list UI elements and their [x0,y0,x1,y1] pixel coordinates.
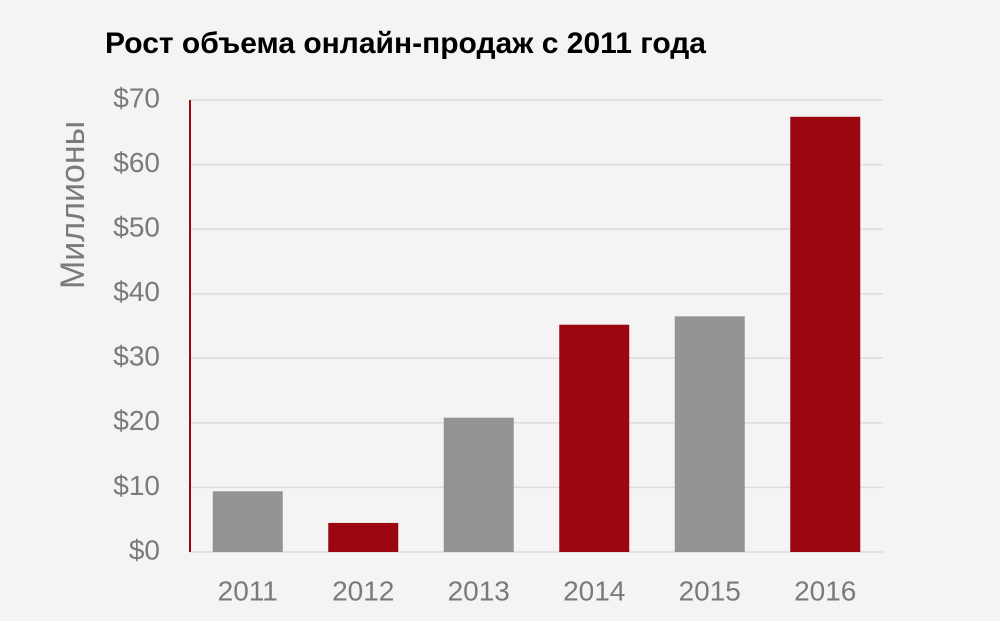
chart-title: Рост объема онлайн-продаж с 2011 года [105,27,706,60]
y-tick-label: $60 [113,147,160,178]
x-tick-label: 2013 [448,575,510,606]
bar [559,324,630,552]
bar [674,316,745,552]
x-tick-label: 2015 [679,575,741,606]
bar [443,417,514,552]
y-tick-label: $10 [113,470,160,501]
y-tick-label: $40 [113,276,160,307]
y-tick-label: $50 [113,212,160,243]
x-tick-label: 2011 [218,575,278,606]
y-tick-label: $70 [113,82,160,113]
y-tick-label: $20 [113,405,160,436]
y-tick-label: $0 [129,534,160,565]
y-axis-label: Миллионы [54,121,92,289]
bar [328,522,399,552]
bar [212,491,283,552]
x-tick-label: 2014 [563,575,625,606]
x-tick-label: 2012 [332,575,394,606]
x-tick-label: 2016 [794,575,856,606]
bar [790,116,861,552]
y-tick-label: $30 [113,341,160,372]
